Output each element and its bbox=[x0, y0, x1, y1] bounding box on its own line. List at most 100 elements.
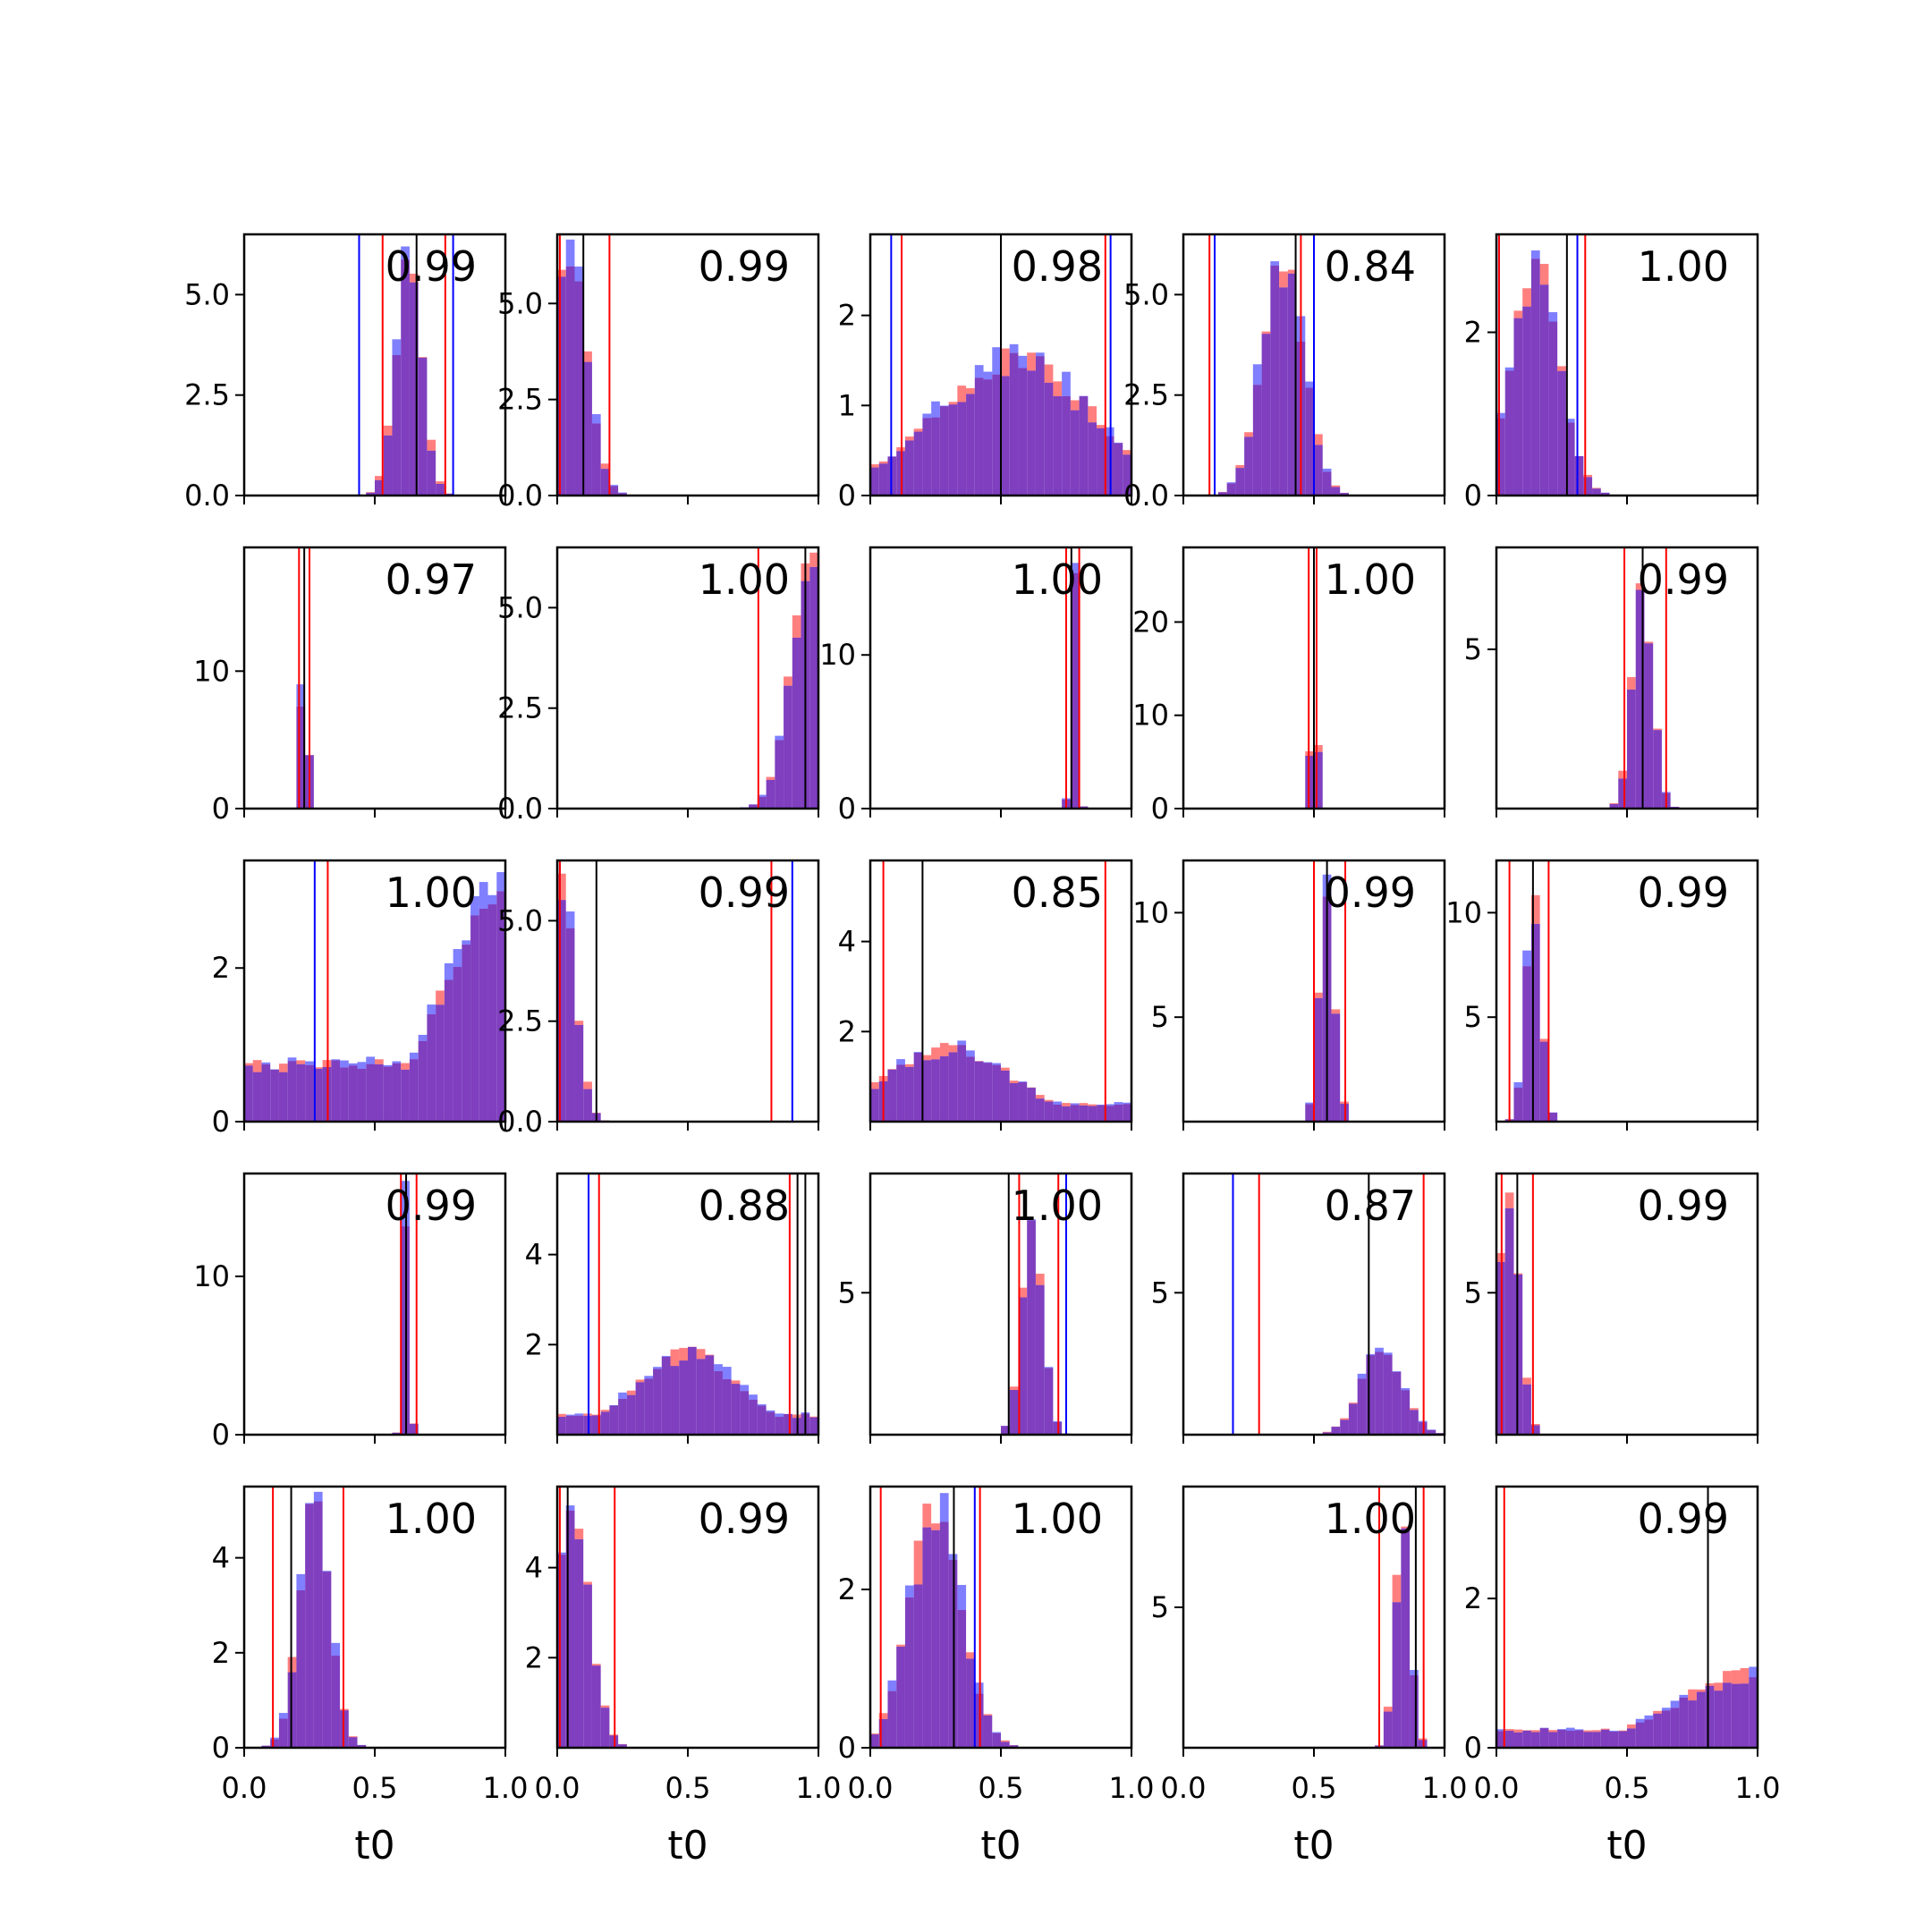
ytick-label: 2.5 bbox=[1123, 378, 1169, 412]
ytick-label: 0.0 bbox=[184, 479, 230, 513]
hist-bar-overlap bbox=[1340, 493, 1349, 496]
hist-bar-red bbox=[375, 476, 384, 480]
hist-bar-blue bbox=[1548, 312, 1558, 322]
hist-bar-overlap bbox=[1244, 436, 1253, 496]
hist-bar-overlap bbox=[1079, 1105, 1089, 1122]
hist-bar-red bbox=[939, 1043, 949, 1056]
hist-bar-blue bbox=[565, 239, 575, 267]
hist-bar-overlap bbox=[661, 1356, 671, 1435]
hist-bar-overlap bbox=[375, 479, 384, 496]
hist-bar-overlap bbox=[1348, 1403, 1358, 1435]
hist-bar-overlap bbox=[766, 1411, 775, 1435]
hist-bar-overlap bbox=[383, 435, 393, 496]
hist-bar-red bbox=[1079, 1103, 1089, 1106]
hist-bar-red bbox=[1504, 1729, 1514, 1732]
hist-bar-overlap bbox=[1322, 471, 1332, 496]
hist-bar-overlap bbox=[1088, 1106, 1097, 1122]
hist-bar-overlap bbox=[444, 979, 453, 1122]
xtick-label: 1.0 bbox=[1422, 1771, 1468, 1805]
panel-r2-c4: 5 10 0.99 bbox=[1445, 859, 1759, 1131]
ytick-label: 5 bbox=[1464, 632, 1482, 666]
hist-bar-overlap bbox=[1062, 395, 1071, 496]
hist-bar-blue bbox=[383, 1064, 393, 1067]
hist-bar-blue bbox=[366, 1056, 375, 1064]
hist-bar-overlap bbox=[1723, 1682, 1732, 1748]
panel-value-label: 0.99 bbox=[699, 242, 790, 291]
hist-bar-red bbox=[784, 676, 792, 686]
hist-bar-overlap bbox=[1565, 422, 1575, 496]
ytick-label: 0 bbox=[1151, 792, 1169, 826]
hist-bar-red bbox=[583, 351, 592, 362]
hist-bar-red bbox=[1001, 1740, 1010, 1742]
hist-bar-blue bbox=[757, 794, 767, 797]
hist-bar-overlap bbox=[957, 1045, 967, 1122]
hist-bar-red bbox=[1053, 381, 1063, 396]
hist-bar-overlap bbox=[496, 891, 505, 1122]
hist-bar-overlap bbox=[618, 1744, 627, 1748]
hist-bar-overlap bbox=[1079, 396, 1089, 496]
hist-bar-overlap bbox=[992, 1064, 1001, 1122]
ytick-label: 2.5 bbox=[497, 383, 543, 417]
hist-bar-overlap bbox=[939, 406, 949, 496]
hist-bar-overlap bbox=[270, 1069, 279, 1122]
hist-bar-blue bbox=[1053, 1101, 1063, 1106]
hist-bar-overlap bbox=[1635, 589, 1645, 809]
hist-bar-red bbox=[983, 1714, 993, 1716]
xtick-label: 1.0 bbox=[1735, 1771, 1781, 1805]
hist-bar-overlap bbox=[409, 1059, 419, 1122]
hist-bar-red bbox=[348, 1736, 358, 1738]
hist-bar-blue bbox=[287, 1057, 297, 1062]
xtick-label: 0.5 bbox=[352, 1771, 398, 1805]
hist-bar-red bbox=[600, 463, 610, 470]
hist-bar-overlap bbox=[1653, 730, 1662, 809]
hist-bar-blue bbox=[766, 1410, 775, 1412]
hist-bar-blue bbox=[565, 911, 575, 928]
hist-bar-overlap bbox=[305, 1504, 314, 1748]
hist-bar-red bbox=[1618, 770, 1627, 779]
hist-bar-overlap bbox=[1696, 1691, 1706, 1748]
panel-value-label: 1.00 bbox=[1638, 242, 1729, 291]
hist-bar-overlap bbox=[305, 1064, 314, 1122]
hist-bar-red bbox=[1627, 1724, 1636, 1729]
hist-bar-overlap bbox=[557, 1417, 566, 1435]
hist-bar-overlap bbox=[1053, 395, 1063, 496]
hist-bar-overlap bbox=[1314, 445, 1323, 496]
hist-bar-overlap bbox=[348, 1737, 358, 1748]
hist-bar-blue bbox=[1123, 1102, 1131, 1105]
xtick-label: 0.0 bbox=[535, 1771, 580, 1805]
hist-bar-red bbox=[1530, 894, 1540, 924]
hist-bar-overlap bbox=[1001, 1426, 1010, 1435]
hist-bar-red bbox=[1723, 1671, 1732, 1683]
hist-bar-red bbox=[1592, 1730, 1601, 1733]
hist-bar-blue bbox=[1305, 381, 1314, 388]
hist-bar-red bbox=[1557, 366, 1566, 371]
hist-bar-blue bbox=[1044, 1367, 1054, 1368]
hist-bar-overlap bbox=[583, 1089, 592, 1122]
hist-bar-overlap bbox=[1070, 410, 1080, 496]
ytick-label: 0 bbox=[1464, 479, 1482, 513]
xtick-label: 0.0 bbox=[222, 1771, 267, 1805]
hist-bar-overlap bbox=[565, 1415, 575, 1435]
hist-bar-red bbox=[904, 436, 914, 441]
hist-bar-red bbox=[670, 1349, 680, 1367]
hist-bar-overlap bbox=[644, 1378, 654, 1435]
hist-bar-overlap bbox=[635, 1382, 645, 1435]
hist-bar-red bbox=[1592, 487, 1601, 489]
hist-bar-blue bbox=[278, 1713, 288, 1719]
hist-bar-overlap bbox=[1600, 492, 1610, 496]
xtick-label: 0.0 bbox=[1474, 1771, 1520, 1805]
hist-bar-red bbox=[600, 1705, 610, 1708]
hist-bar-overlap bbox=[896, 1646, 905, 1748]
hist-bar-overlap bbox=[1548, 321, 1558, 496]
panel-value-label: 1.00 bbox=[1325, 1495, 1416, 1543]
hist-bar-red bbox=[957, 386, 967, 402]
panel-r0-c3: 0.0 2.5 5.0 0.84 bbox=[1123, 233, 1446, 513]
hist-bar-blue bbox=[401, 246, 410, 260]
ytick-label: 5.0 bbox=[1123, 277, 1169, 311]
xtick-label: 0.5 bbox=[979, 1771, 1024, 1805]
hist-bar-overlap bbox=[1530, 258, 1540, 496]
ytick-label: 0 bbox=[838, 792, 856, 826]
ytick-label: 5.0 bbox=[184, 277, 230, 311]
hist-bar-overlap bbox=[922, 1060, 932, 1122]
hist-bar-overlap bbox=[1331, 1427, 1341, 1435]
